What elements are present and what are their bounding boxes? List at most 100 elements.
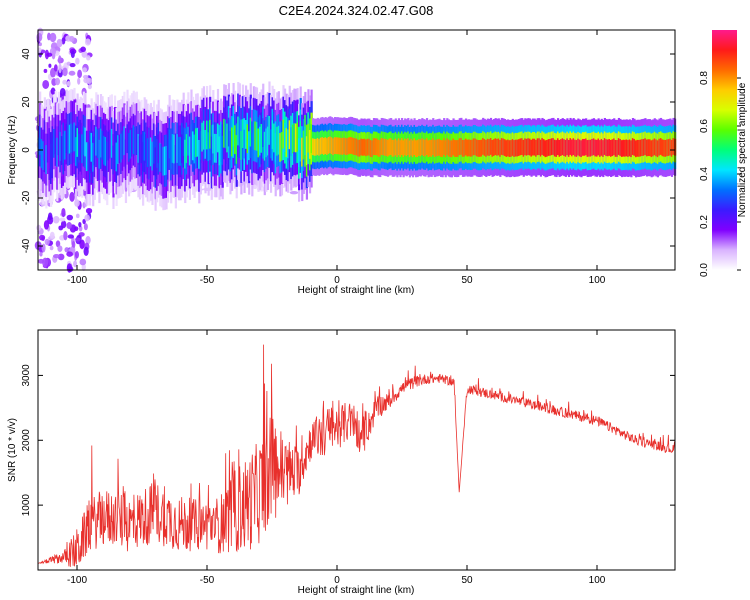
- heatmap-cell: [43, 131, 46, 161]
- x-tick-label: 100: [589, 275, 606, 286]
- heatmap-cell: [58, 55, 62, 64]
- heatmap-cell: [220, 133, 223, 162]
- heatmap-cell: [418, 139, 421, 156]
- heatmap-cell: [213, 133, 216, 163]
- heatmap-cell: [642, 138, 645, 156]
- heatmap-cell: [494, 138, 497, 156]
- heatmap-cell: [650, 140, 653, 158]
- heatmap-cell: [469, 139, 472, 157]
- heatmap-cell: [658, 138, 661, 156]
- heatmap-cell: [71, 240, 76, 249]
- heatmap-cell: [641, 139, 644, 157]
- heatmap-cell: [499, 139, 502, 157]
- heatmap-cell: [639, 139, 642, 157]
- heatmap-cell: [631, 138, 635, 155]
- heatmap-cell: [279, 133, 282, 162]
- heatmap-cell: [69, 63, 76, 68]
- heatmap-cell: [82, 74, 89, 79]
- heatmap-cell: [636, 139, 639, 157]
- heatmap-cell: [396, 140, 399, 158]
- heatmap-cell: [514, 139, 518, 157]
- heatmap-cell: [68, 70, 76, 76]
- heatmap-cell: [599, 140, 602, 157]
- heatmap-cell: [391, 139, 394, 157]
- heatmap-cell: [160, 144, 163, 173]
- heatmap-cell: [143, 131, 146, 161]
- heatmap-cell: [67, 125, 70, 155]
- heatmap-cell: [54, 77, 61, 86]
- heatmap-cell: [92, 142, 95, 172]
- x-tick-label: -100: [67, 275, 87, 286]
- heatmap-cell: [355, 138, 358, 156]
- heatmap-cell: [43, 68, 48, 73]
- heatmap-cell: [49, 245, 54, 251]
- heatmap-cell: [165, 146, 168, 175]
- heatmap-cell: [645, 139, 649, 157]
- heatmap-cell: [187, 126, 190, 156]
- heatmap-cell: [64, 247, 70, 253]
- heatmap-cell: [42, 79, 50, 89]
- heatmap-cell: [162, 146, 165, 176]
- heatmap-cell: [49, 231, 55, 239]
- heatmap-cell: [532, 138, 535, 156]
- heatmap-cell: [468, 139, 471, 157]
- heatmap-cell: [382, 138, 385, 156]
- heatmap-cell: [241, 119, 245, 148]
- colorbar-tick-label: 0.8: [699, 71, 710, 85]
- heatmap-cell: [455, 140, 458, 157]
- heatmap-cell: [558, 139, 561, 157]
- heatmap-cell: [181, 134, 184, 164]
- heatmap-cell: [77, 69, 82, 79]
- heatmap-cell: [571, 139, 574, 157]
- heatmap-cell: [517, 139, 521, 156]
- heatmap-cell: [83, 77, 90, 84]
- heatmap-cell: [90, 132, 93, 162]
- heatmap-cell: [74, 137, 78, 166]
- heatmap-cell: [117, 135, 120, 164]
- heatmap-cell: [493, 139, 496, 156]
- heatmap-cell: [361, 139, 365, 156]
- heatmap-cell: [66, 214, 74, 221]
- heatmap-cell: [616, 140, 619, 157]
- heatmap-cell: [305, 136, 309, 166]
- heatmap-cell: [594, 139, 597, 157]
- heatmap-cell: [184, 139, 187, 169]
- heatmap-cell: [553, 139, 557, 157]
- heatmap-cell: [87, 142, 90, 172]
- heatmap-cell: [360, 138, 363, 156]
- heatmap-cell: [254, 121, 257, 151]
- heatmap-cell: [439, 139, 443, 157]
- heatmap-cell: [301, 137, 304, 167]
- heatmap-cell: [188, 136, 192, 166]
- heatmap-cell: [112, 145, 115, 175]
- heatmap-cell: [581, 138, 585, 156]
- heatmap-cell: [669, 138, 672, 156]
- spectrogram-axis-ticks: -100 -50 0 50 100 -40 -20 0 20 40: [21, 30, 675, 286]
- heatmap-cell: [195, 128, 198, 158]
- heatmap-cell: [64, 130, 67, 160]
- heatmap-cell: [49, 32, 57, 43]
- heatmap-cell: [400, 138, 404, 155]
- heatmap-cell: [159, 142, 162, 172]
- heatmap-cell: [101, 130, 104, 160]
- heatmap-cell: [215, 133, 218, 163]
- heatmap-cell: [435, 139, 438, 157]
- heatmap-cell: [563, 139, 566, 156]
- heatmap-cell: [338, 137, 341, 155]
- heatmap-cell: [42, 257, 49, 268]
- heatmap-cell: [613, 138, 616, 156]
- heatmap-cell: [569, 138, 572, 155]
- heatmap-cell: [500, 138, 504, 155]
- heatmap-cell: [140, 134, 143, 164]
- heatmap-cell: [218, 136, 221, 166]
- heatmap-cell: [463, 139, 466, 157]
- colorbar-tick-label: 0.0: [699, 263, 710, 277]
- heatmap-cell: [344, 138, 348, 155]
- heatmap-cell: [628, 139, 631, 157]
- heatmap-cell: [432, 138, 435, 156]
- heatmap-cell: [397, 138, 401, 156]
- heatmap-cell: [293, 123, 296, 152]
- heatmap-cell: [127, 132, 131, 162]
- heatmap-cell: [49, 143, 53, 173]
- heatmap-cell: [444, 140, 447, 158]
